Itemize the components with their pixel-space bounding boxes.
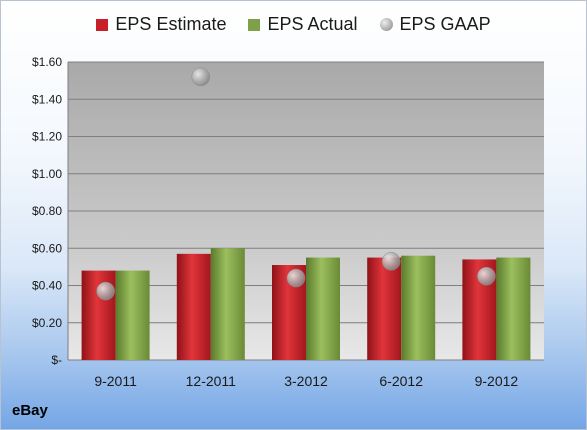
y-tick-label: $-	[51, 353, 62, 367]
y-tick-label: $0.60	[32, 241, 62, 255]
y-tick-label: $0.20	[32, 316, 62, 330]
dot-eps-gaap	[191, 67, 211, 87]
bar-eps-estimate	[367, 257, 402, 360]
bar-eps-actual	[401, 255, 436, 360]
chart-legend: EPS Estimate EPS Actual EPS GAAP	[0, 14, 587, 35]
y-tick-label: $1.20	[32, 130, 62, 144]
y-tick-label: $0.80	[32, 204, 62, 218]
dot-eps-gaap	[96, 281, 115, 301]
legend-item-eps-actual: EPS Actual	[248, 14, 358, 35]
legend-label-eps-gaap: EPS GAAP	[399, 14, 491, 34]
legend-item-eps-estimate: EPS Estimate	[96, 14, 226, 35]
y-tick-label: $1.00	[32, 167, 62, 181]
legend-label-eps-actual: EPS Actual	[267, 14, 358, 34]
legend-label-eps-estimate: EPS Estimate	[115, 14, 227, 34]
company-name: eBay	[12, 402, 48, 419]
bar-eps-actual	[306, 257, 340, 360]
y-tick-label: $0.40	[32, 279, 62, 293]
legend-swatch-eps-estimate	[96, 18, 109, 31]
bar-eps-actual	[115, 270, 150, 360]
bar-eps-estimate	[176, 253, 211, 360]
legend-swatch-eps-gaap	[379, 18, 393, 31]
bar-eps-actual	[210, 248, 245, 360]
legend-swatch-eps-actual	[248, 18, 261, 31]
x-tick-label: 9-2011	[94, 373, 137, 389]
y-tick-label: $1.40	[32, 92, 62, 106]
bar-eps-actual	[496, 257, 531, 360]
x-tick-label: 6-2012	[379, 373, 423, 389]
dot-eps-gaap	[477, 266, 496, 286]
y-tick-label: $1.60	[32, 55, 62, 69]
x-tick-label: 3-2012	[284, 373, 328, 389]
x-tick-label: 12-2011	[186, 373, 237, 389]
dot-eps-gaap	[381, 252, 401, 271]
legend-item-eps-gaap: EPS GAAP	[379, 14, 491, 35]
x-tick-label: 9-2012	[475, 373, 519, 389]
dot-eps-gaap	[286, 268, 306, 288]
